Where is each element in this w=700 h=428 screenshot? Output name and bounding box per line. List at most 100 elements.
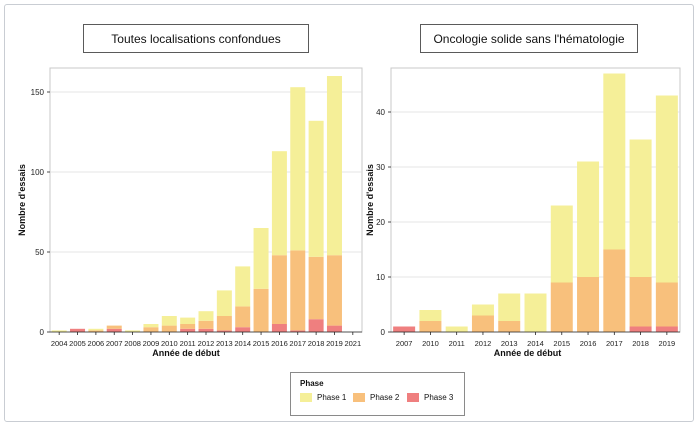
x-axis-title-1: Année de début: [494, 348, 562, 358]
bar-0-2018-phase-3: [308, 319, 324, 332]
x-tick-label-0-2006: 2006: [88, 339, 105, 348]
bar-1-2012-phase-2: [471, 315, 494, 332]
x-axis-title-0: Année de début: [152, 348, 220, 358]
bar-0-2019-phase-3: [326, 325, 342, 332]
legend-label-phase-1: Phase 1: [317, 393, 347, 402]
bar-1-2018-phase-2: [629, 277, 652, 327]
bar-1-2015-phase-2: [550, 282, 573, 332]
bar-0-2009-phase-2: [143, 327, 159, 332]
legend-swatch-phase-3: [407, 393, 419, 402]
x-tick-label-0-2004: 2004: [51, 339, 68, 348]
x-tick-label-0-2013: 2013: [216, 339, 233, 348]
bar-0-2015-phase-2: [253, 288, 269, 332]
bar-1-2014-phase-1: [524, 293, 547, 332]
bar-1-2019-phase-3: [655, 326, 678, 332]
bar-0-2012-phase-2: [198, 320, 214, 329]
right-chart-title: Oncologie solide sans l'hématologie: [420, 24, 638, 53]
x-tick-label-1-2017: 2017: [606, 339, 623, 348]
legend-swatch-phase-1: [300, 393, 312, 402]
bar-0-2006-phase-2: [88, 330, 104, 332]
bar-0-2017-phase-1: [290, 87, 306, 251]
bar-0-2016-phase-3: [271, 324, 287, 332]
bar-1-2010-phase-2: [419, 321, 442, 332]
y-axis-title-0: Nombre d'essais: [17, 164, 27, 236]
bar-0-2017-phase-2: [290, 250, 306, 331]
bar-0-2019-phase-2: [326, 255, 342, 326]
bar-1-2017-phase-1: [603, 73, 626, 250]
x-tick-label-1-2013: 2013: [501, 339, 518, 348]
bar-0-2014-phase-2: [235, 306, 251, 328]
x-tick-label-0-2016: 2016: [271, 339, 288, 348]
bar-1-2011-phase-1: [445, 326, 468, 332]
x-tick-label-0-2019: 2019: [326, 339, 343, 348]
bar-0-2016-phase-1: [271, 151, 287, 256]
x-tick-label-1-2012: 2012: [475, 339, 492, 348]
bar-0-2012-phase-1: [198, 311, 214, 321]
bar-0-2019-phase-1: [326, 76, 342, 256]
x-tick-label-0-2021: 2021: [344, 339, 361, 348]
bar-0-2010-phase-1: [161, 316, 177, 326]
bar-0-2015-phase-1: [253, 228, 269, 289]
bar-0-2011-phase-2: [180, 324, 196, 329]
bar-0-2013-phase-2: [216, 316, 232, 331]
x-tick-label-0-2017: 2017: [289, 339, 306, 348]
y-tick-label-0-100: 100: [31, 168, 45, 177]
bar-0-2014-phase-3: [235, 327, 251, 332]
bar-1-2017-phase-2: [603, 249, 626, 332]
bar-1-2010-phase-1: [419, 310, 442, 321]
left-chart-title: Toutes localisations confondues: [83, 24, 309, 53]
bar-0-2013-phase-3: [216, 330, 232, 332]
y-tick-label-0-150: 150: [31, 88, 45, 97]
bar-1-2018-phase-3: [629, 326, 652, 332]
legend-item-phase-1: Phase 1: [300, 393, 346, 402]
x-tick-label-0-2007: 2007: [106, 339, 123, 348]
y-tick-label-1-10: 10: [376, 273, 385, 282]
legend: Phase Phase 1 Phase 2 Phase 3: [290, 372, 465, 416]
x-tick-label-0-2008: 2008: [124, 339, 141, 348]
bar-0-2010-phase-2: [161, 325, 177, 332]
x-tick-label-0-2011: 2011: [180, 339, 196, 348]
x-tick-label-1-2011: 2011: [449, 339, 465, 348]
y-tick-label-0-0: 0: [40, 328, 45, 337]
bar-1-2019-phase-2: [655, 282, 678, 327]
x-tick-label-0-2010: 2010: [161, 339, 178, 348]
bar-0-2006-phase-1: [88, 328, 104, 331]
bar-0-2005-phase-3: [70, 328, 86, 332]
bar-0-2013-phase-1: [216, 290, 232, 316]
bar-1-2007-phase-3: [393, 326, 416, 332]
x-tick-label-1-2019: 2019: [659, 339, 676, 348]
bar-1-2013-phase-1: [498, 293, 521, 321]
bar-0-2007-phase-3: [106, 328, 122, 332]
x-tick-label-1-2015: 2015: [553, 339, 570, 348]
x-tick-label-1-2007: 2007: [396, 339, 413, 348]
x-tick-label-1-2010: 2010: [422, 339, 439, 348]
y-tick-label-1-30: 30: [376, 163, 385, 172]
bar-1-2012-phase-1: [471, 304, 494, 316]
x-tick-label-1-2014: 2014: [527, 339, 544, 348]
x-tick-label-1-2016: 2016: [580, 339, 597, 348]
y-tick-label-1-40: 40: [376, 108, 385, 117]
bar-0-2011-phase-3: [180, 328, 196, 332]
y-axis-title-1: Nombre d'essais: [365, 164, 375, 236]
bar-1-2018-phase-1: [629, 139, 652, 277]
x-tick-label-0-2012: 2012: [198, 339, 215, 348]
legend-label-phase-2: Phase 2: [370, 393, 400, 402]
bar-0-2011-phase-1: [180, 317, 196, 324]
bar-0-2018-phase-2: [308, 256, 324, 320]
bar-1-2019-phase-1: [655, 95, 678, 283]
bar-0-2012-phase-3: [198, 328, 214, 332]
bar-1-2015-phase-1: [550, 205, 573, 283]
x-tick-label-0-2009: 2009: [143, 339, 160, 348]
legend-swatch-phase-2: [353, 393, 365, 402]
legend-item-phase-2: Phase 2: [353, 393, 399, 402]
bar-0-2009-phase-1: [143, 324, 159, 328]
legend-item-phase-3: Phase 3: [407, 393, 453, 402]
bar-0-2007-phase-2: [106, 325, 122, 329]
legend-title: Phase: [300, 379, 324, 388]
bar-0-2014-phase-1: [235, 266, 251, 307]
x-tick-label-0-2005: 2005: [69, 339, 86, 348]
x-tick-label-0-2018: 2018: [308, 339, 325, 348]
legend-label-phase-3: Phase 3: [424, 393, 454, 402]
bar-0-2016-phase-2: [271, 255, 287, 324]
